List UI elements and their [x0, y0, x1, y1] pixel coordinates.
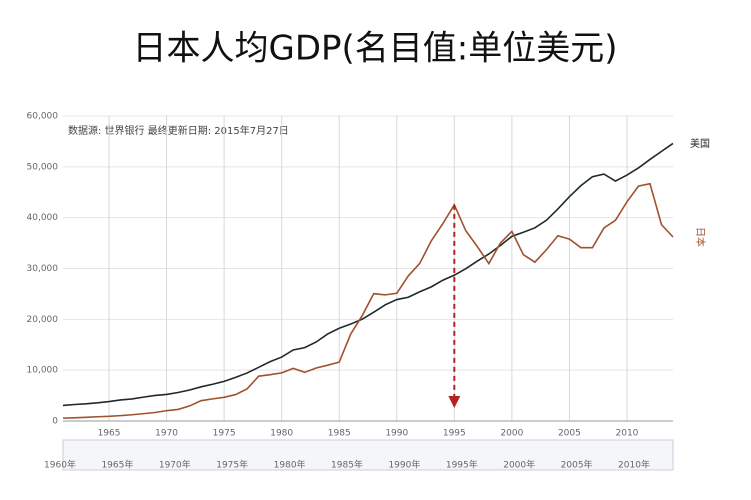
- navigator-label: 2005年: [561, 459, 593, 471]
- navigator-label: 2010年: [618, 459, 650, 471]
- y-tick-label: 10,000: [27, 366, 59, 376]
- x-tick-label: 1995: [443, 429, 466, 439]
- navigator-label: 1965年: [101, 459, 133, 471]
- x-tick-label: 2000: [500, 429, 523, 439]
- navigator-label: 1985年: [331, 459, 363, 471]
- navigator-label: 1975年: [216, 459, 248, 471]
- x-tick-label: 1975: [213, 429, 236, 439]
- navigator-label: 1980年: [274, 459, 306, 471]
- series-line: [62, 182, 674, 419]
- series-line: [62, 142, 674, 407]
- navigator-label: 2000年: [503, 459, 535, 471]
- navigator-label: 1960年: [44, 459, 76, 471]
- chart-title: 日本人均GDP(名目值:单位美元): [132, 29, 617, 69]
- y-tick-label: 50,000: [27, 162, 59, 172]
- legend-label: 美国: [690, 137, 710, 150]
- navigator[interactable]: [62, 439, 674, 471]
- y-tick-label: 60,000: [27, 112, 59, 122]
- y-tick-label: 20,000: [27, 315, 59, 325]
- legend-label: 日本: [694, 227, 707, 247]
- navigator-label: 1990年: [388, 459, 420, 471]
- y-tick-label: 40,000: [27, 213, 59, 223]
- navigator-label: 1970年: [159, 459, 191, 471]
- x-tick-label: 1965: [98, 429, 121, 439]
- x-tick-label: 1970: [155, 429, 178, 439]
- annotation: 数据源: 世界银行 最终更新日期: 2015年7月27日: [68, 124, 289, 137]
- x-tick-label: 2010: [616, 429, 639, 439]
- x-tick-label: 2005: [558, 429, 581, 439]
- x-tick-label: 1990: [385, 429, 408, 439]
- x-tick-label: 1985: [328, 429, 351, 439]
- y-tick-label: 30,000: [27, 264, 59, 274]
- navigator-label: 1995年: [446, 459, 478, 471]
- y-tick-label: 0: [52, 417, 58, 427]
- x-tick-label: 1980: [270, 429, 293, 439]
- arrow-head: [448, 396, 461, 408]
